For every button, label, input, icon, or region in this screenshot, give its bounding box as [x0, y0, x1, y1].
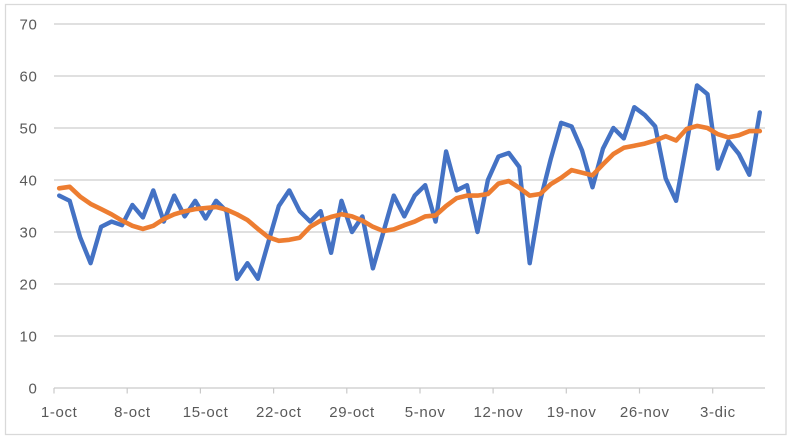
svg-text:22-oct: 22-oct [256, 404, 302, 421]
svg-text:30: 30 [20, 225, 38, 242]
svg-text:20: 20 [20, 277, 38, 294]
svg-text:29-oct: 29-oct [329, 404, 375, 421]
svg-text:10: 10 [20, 329, 38, 346]
svg-text:50: 50 [20, 121, 38, 138]
svg-text:60: 60 [20, 69, 38, 86]
svg-text:3-dic: 3-dic [700, 404, 736, 421]
svg-text:1-oct: 1-oct [41, 404, 78, 421]
svg-text:40: 40 [20, 173, 38, 190]
svg-text:70: 70 [20, 17, 38, 34]
svg-text:5-nov: 5-nov [405, 404, 446, 421]
svg-text:26-nov: 26-nov [620, 404, 670, 421]
svg-text:15-oct: 15-oct [183, 404, 229, 421]
svg-text:8-oct: 8-oct [114, 404, 151, 421]
svg-text:19-nov: 19-nov [547, 404, 597, 421]
svg-text:12-nov: 12-nov [474, 404, 524, 421]
svg-text:0: 0 [29, 381, 38, 398]
